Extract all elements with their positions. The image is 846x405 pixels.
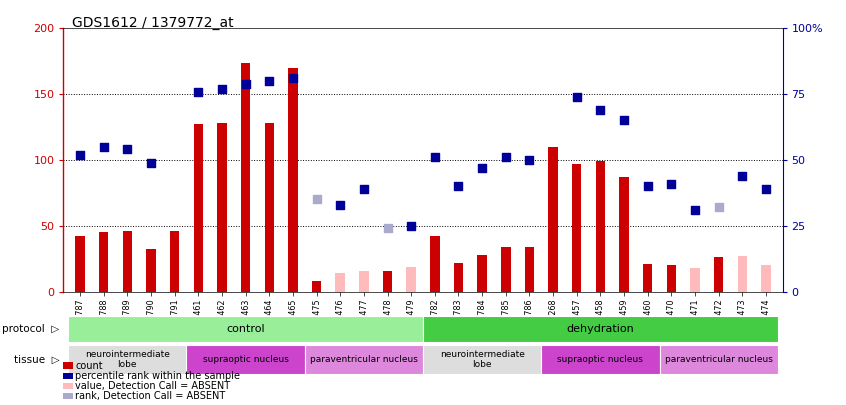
Point	[333, 202, 347, 208]
Bar	[477, 255, 486, 292]
Text: value, Detection Call = ABSENT: value, Detection Call = ABSENT	[75, 381, 230, 391]
Point	[262, 78, 276, 84]
Bar	[146, 249, 156, 292]
Point	[475, 164, 489, 171]
Bar	[453, 262, 464, 292]
Point	[120, 146, 134, 153]
Point	[286, 75, 299, 82]
Text: GDS1612 / 1379772_at: GDS1612 / 1379772_at	[72, 16, 233, 30]
Bar	[690, 268, 700, 292]
Point	[570, 94, 584, 100]
Point	[523, 157, 536, 163]
Bar	[430, 237, 440, 292]
Point	[310, 196, 323, 203]
Bar	[69, 345, 186, 374]
Bar	[572, 164, 581, 292]
Point	[665, 181, 678, 187]
Point	[404, 223, 418, 229]
Bar	[217, 123, 227, 292]
Bar	[738, 256, 747, 292]
Bar	[596, 161, 605, 292]
Bar	[423, 345, 541, 374]
Bar	[312, 281, 321, 292]
Point	[594, 107, 607, 113]
Text: neurointermediate
lobe: neurointermediate lobe	[85, 350, 170, 369]
Text: paraventricular nucleus: paraventricular nucleus	[310, 355, 418, 364]
Point	[735, 173, 749, 179]
Text: tissue  ▷: tissue ▷	[14, 354, 59, 364]
Bar	[619, 177, 629, 292]
Point	[499, 154, 513, 161]
Bar	[660, 345, 777, 374]
Text: percentile rank within the sample: percentile rank within the sample	[75, 371, 240, 381]
Bar	[69, 316, 423, 342]
Bar	[423, 316, 777, 342]
Point	[641, 183, 655, 190]
Bar	[541, 345, 660, 374]
Point	[452, 183, 465, 190]
Point	[191, 88, 205, 95]
Bar	[761, 265, 771, 292]
Text: dehydration: dehydration	[567, 324, 634, 334]
Point	[144, 160, 157, 166]
Bar	[123, 231, 132, 292]
Bar	[360, 271, 369, 292]
Bar	[186, 345, 305, 374]
Point	[759, 185, 772, 192]
Text: supraoptic nucleus: supraoptic nucleus	[203, 355, 288, 364]
Bar	[194, 124, 203, 292]
Bar	[501, 247, 510, 292]
Text: count: count	[75, 361, 103, 371]
Bar	[714, 258, 723, 292]
Bar	[99, 232, 108, 292]
Bar	[288, 68, 298, 292]
Bar	[170, 231, 179, 292]
Bar	[548, 147, 558, 292]
Bar	[382, 271, 393, 292]
Point	[97, 144, 111, 150]
Text: protocol  ▷: protocol ▷	[2, 324, 59, 334]
Bar	[305, 345, 423, 374]
Point	[618, 117, 631, 124]
Point	[428, 154, 442, 161]
Point	[712, 204, 726, 211]
Bar	[336, 273, 345, 292]
Bar	[75, 237, 85, 292]
Text: neurointermediate
lobe: neurointermediate lobe	[440, 350, 525, 369]
Point	[357, 185, 371, 192]
Point	[689, 207, 702, 213]
Point	[381, 225, 394, 232]
Point	[215, 86, 228, 92]
Text: paraventricular nucleus: paraventricular nucleus	[665, 355, 772, 364]
Bar	[265, 123, 274, 292]
Text: control: control	[226, 324, 265, 334]
Bar	[406, 266, 416, 292]
Point	[239, 80, 252, 87]
Bar	[643, 264, 652, 292]
Text: supraoptic nucleus: supraoptic nucleus	[558, 355, 643, 364]
Point	[74, 151, 87, 158]
Bar	[667, 265, 676, 292]
Text: rank, Detection Call = ABSENT: rank, Detection Call = ABSENT	[75, 391, 226, 401]
Bar	[241, 62, 250, 292]
Bar	[525, 247, 534, 292]
